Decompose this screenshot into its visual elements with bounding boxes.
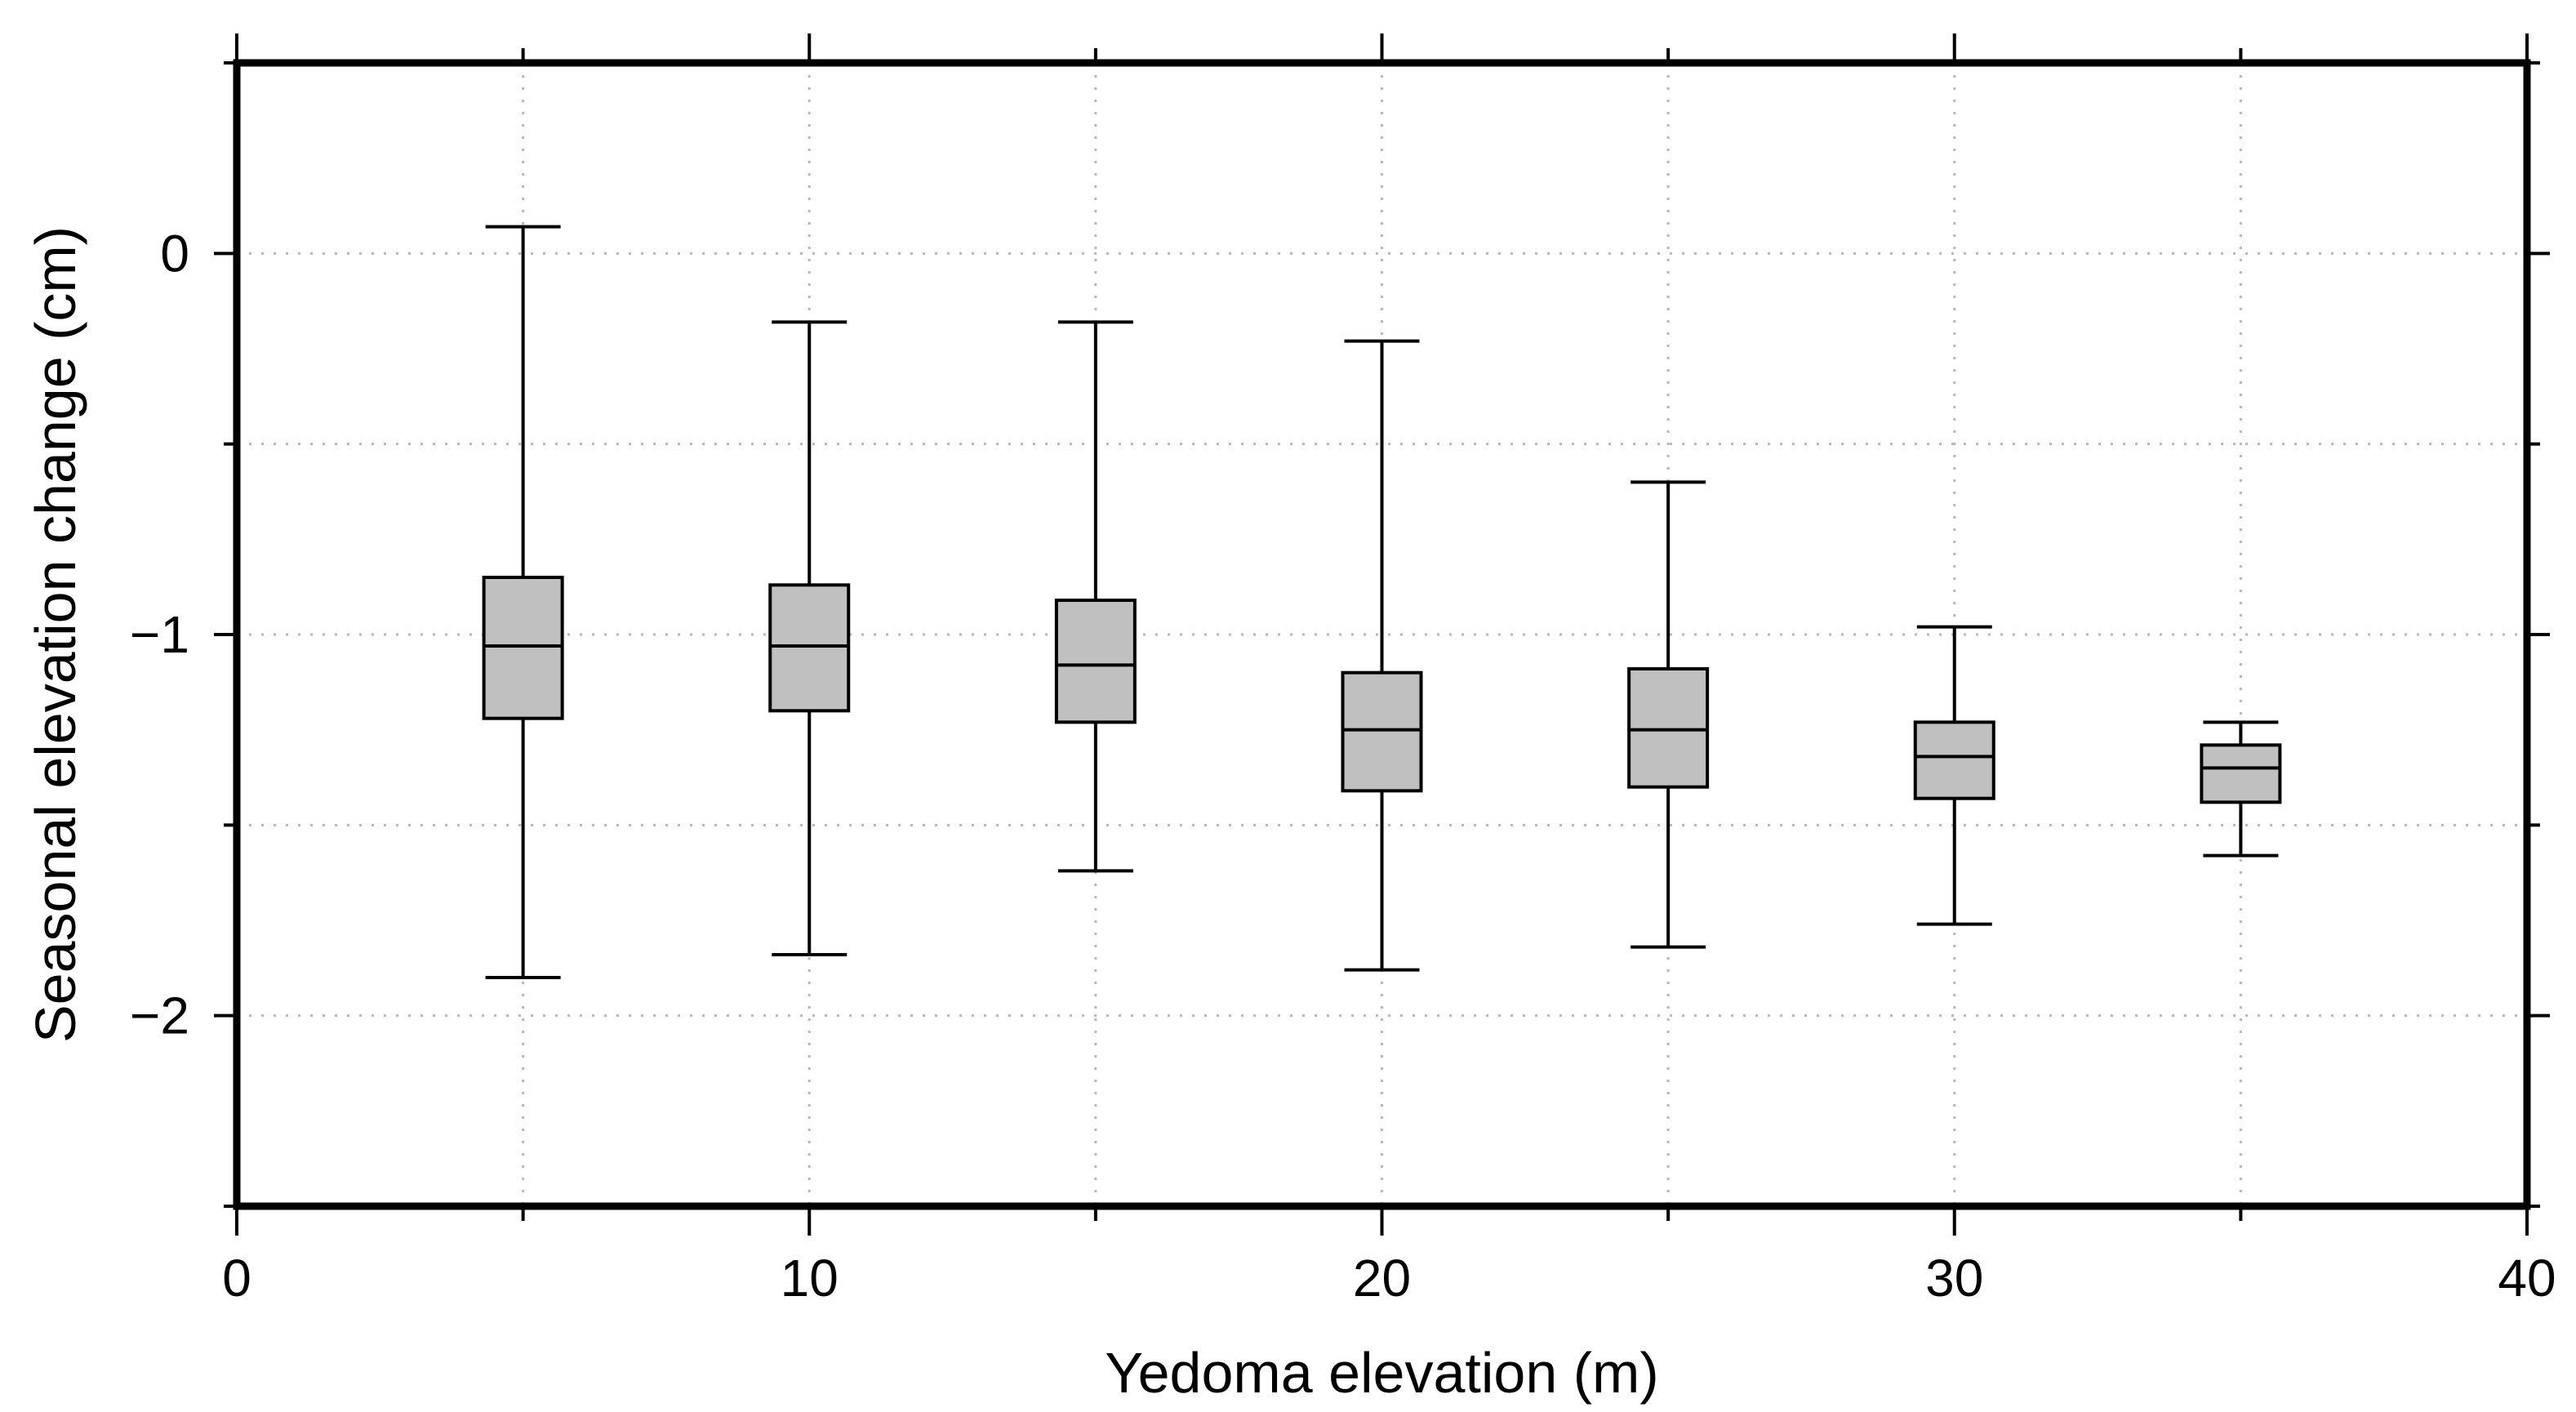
x-tick-labels: 0 10 20 30 40	[222, 1249, 2556, 1307]
x-tick-label: 10	[781, 1249, 839, 1307]
x-axis-title: Yedoma elevation (m)	[1105, 1341, 1658, 1405]
box-plot	[768, 320, 851, 956]
box-plot	[1341, 339, 1423, 972]
interquartile-box	[1913, 720, 1995, 800]
interquartile-box	[482, 576, 564, 720]
interquartile-box	[1054, 599, 1137, 724]
x-tick-label: 40	[2498, 1249, 2556, 1307]
box-series	[482, 225, 2282, 979]
y-axis-title: Seasonal elevation change (cm)	[24, 226, 87, 1043]
box-plot	[482, 225, 564, 979]
x-tick-label: 0	[222, 1249, 251, 1307]
x-tick-label: 20	[1353, 1249, 1411, 1307]
interquartile-box	[1627, 667, 1710, 789]
axis-ticks	[214, 33, 2550, 1236]
y-tick-label: −2	[130, 987, 189, 1045]
box-plot	[2200, 720, 2282, 857]
grid-lines	[237, 63, 2527, 1206]
interquartile-box	[1341, 670, 1423, 793]
interquartile-box	[2200, 743, 2282, 804]
box-plot	[1913, 625, 1995, 926]
interquartile-box	[768, 583, 851, 713]
y-tick-label: −1	[130, 605, 189, 664]
y-tick-label: 0	[160, 224, 189, 283]
box-plot	[1627, 480, 1710, 949]
y-tick-labels: 0 −1 −2	[130, 224, 189, 1045]
box-plot	[1054, 320, 1137, 873]
x-tick-label: 30	[1925, 1249, 1983, 1307]
